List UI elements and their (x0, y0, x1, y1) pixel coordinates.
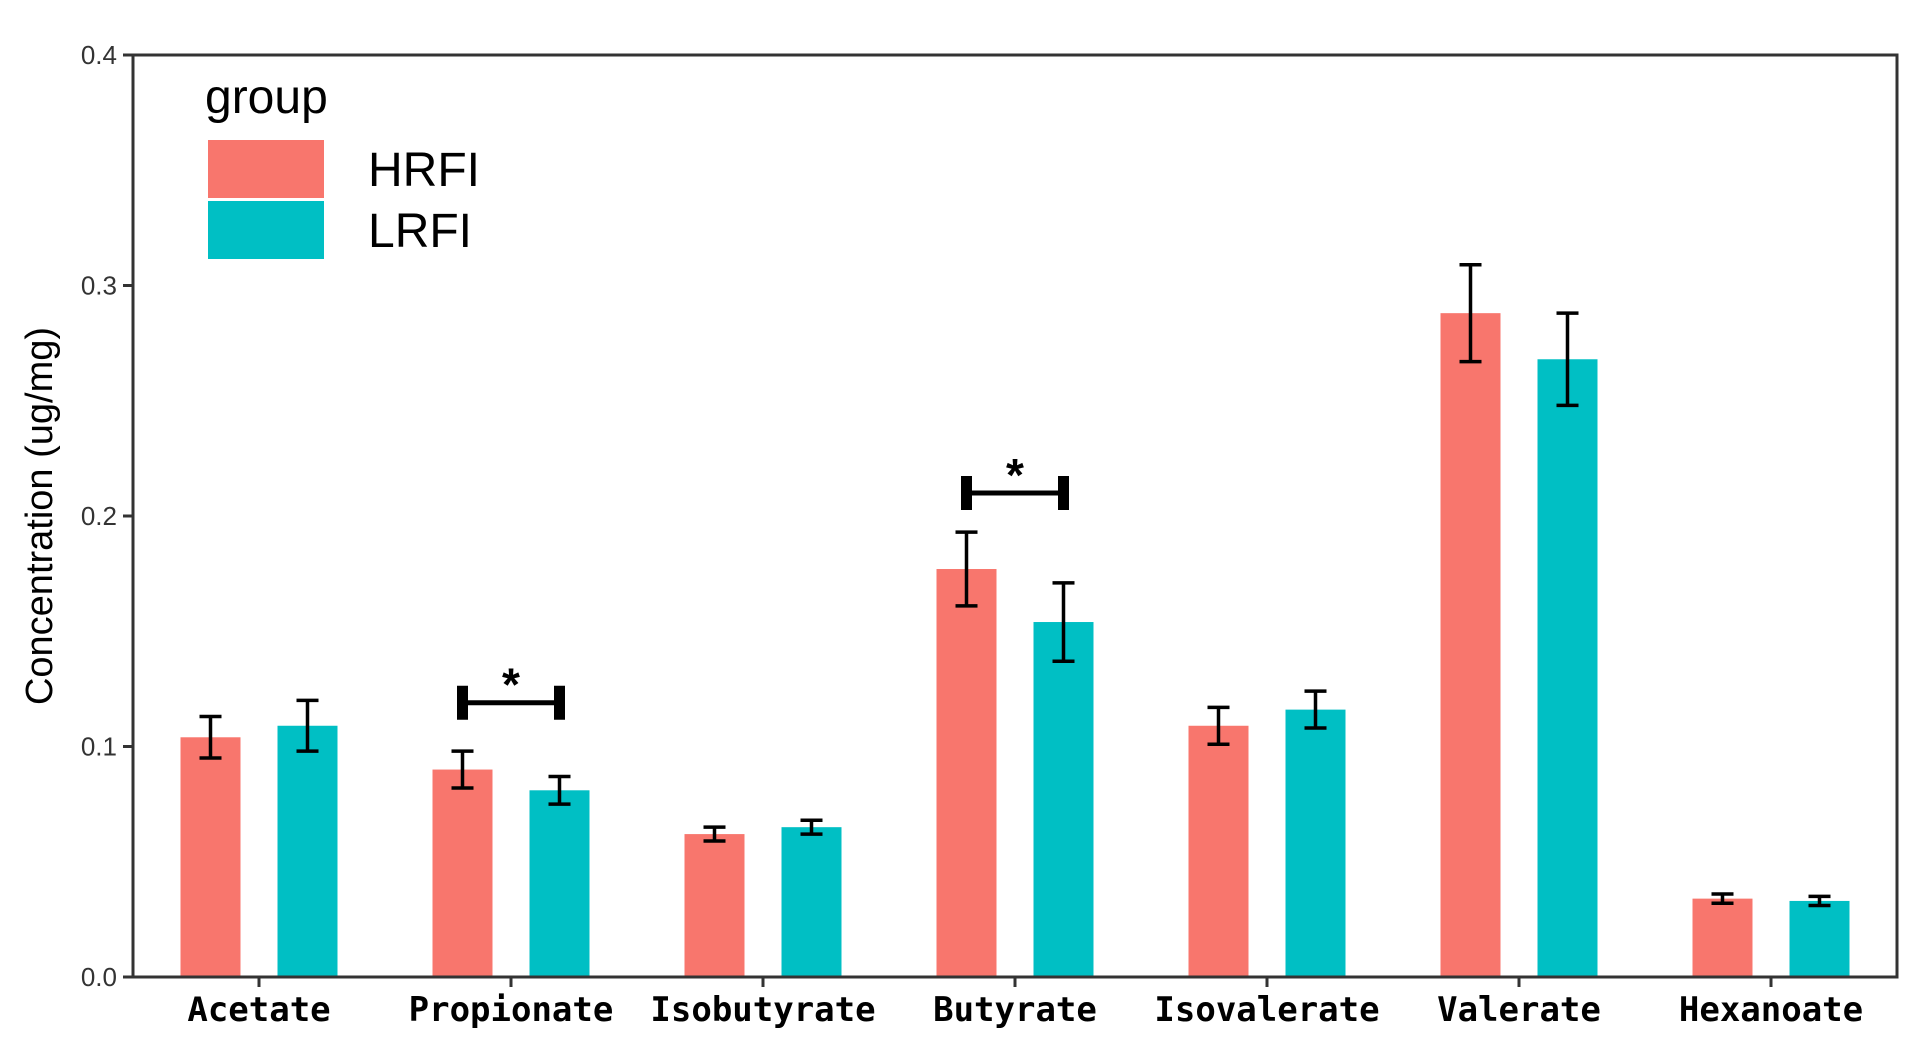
bar-hrfi-valerate (1440, 313, 1501, 977)
significance-star: * (1006, 449, 1024, 501)
bar-lrfi-valerate (1537, 359, 1598, 977)
bar-hrfi-propionate (432, 769, 493, 977)
error-bar-lrfi-hexanoate (1808, 894, 1831, 908)
x-tick-label: Hexanoate (1679, 990, 1863, 1030)
bar-lrfi-isovalerate (1285, 709, 1346, 977)
y-tick-label: 0.3 (81, 271, 117, 301)
y-tick-label: 0.4 (81, 40, 117, 70)
legend-key-lrfi (208, 201, 324, 259)
error-bar-lrfi-propionate (548, 774, 571, 806)
x-tick-label: Isobutyrate (650, 990, 875, 1030)
bar-hrfi-acetate (180, 737, 241, 977)
bar-lrfi-acetate (277, 725, 338, 977)
x-tick-label: Acetate (187, 990, 330, 1030)
legend-key-hrfi (208, 140, 324, 198)
significance-bracket-propionate: * (457, 659, 565, 720)
x-tick-label: Valerate (1437, 990, 1601, 1030)
bar-hrfi-isobutyrate (684, 834, 745, 977)
x-tick-label: Propionate (409, 990, 614, 1030)
error-bar-lrfi-acetate (296, 698, 319, 753)
y-axis-label: Concentration (ug/mg) (19, 327, 61, 705)
error-bar-hrfi-butyrate (955, 530, 978, 608)
x-tick-label: Isovalerate (1154, 990, 1379, 1030)
legend-title: group (205, 71, 328, 124)
error-bar-lrfi-butyrate (1052, 581, 1075, 663)
legend-label-lrfi: LRFI (368, 205, 472, 258)
x-tick-label: Butyrate (933, 990, 1097, 1030)
error-bar-hrfi-isobutyrate (703, 825, 726, 843)
significance-star: * (502, 659, 520, 711)
legend: group HRFI LRFI (205, 71, 480, 259)
bar-lrfi-propionate (529, 790, 590, 977)
y-tick-label: 0.2 (81, 501, 117, 531)
bar-hrfi-butyrate (936, 569, 997, 977)
legend-label-hrfi: HRFI (368, 144, 480, 197)
bar-lrfi-butyrate (1033, 622, 1094, 977)
error-bar-lrfi-isovalerate (1304, 689, 1327, 730)
error-bar-hrfi-propionate (451, 749, 474, 790)
error-bar-hrfi-acetate (199, 714, 222, 760)
error-bar-hrfi-isovalerate (1207, 705, 1230, 746)
bar-lrfi-isobutyrate (781, 827, 842, 977)
error-bar-lrfi-isobutyrate (800, 818, 823, 836)
bar-hrfi-isovalerate (1188, 725, 1249, 977)
error-bar-lrfi-valerate (1556, 311, 1579, 408)
bar-lrfi-hexanoate (1789, 900, 1850, 977)
significance-bracket-butyrate: * (961, 449, 1069, 510)
error-bar-hrfi-valerate (1459, 263, 1482, 364)
error-bar-hrfi-hexanoate (1711, 892, 1734, 905)
y-tick-label: 0.1 (81, 732, 117, 762)
bar-hrfi-hexanoate (1692, 898, 1753, 977)
y-tick-label: 0.0 (81, 962, 117, 992)
